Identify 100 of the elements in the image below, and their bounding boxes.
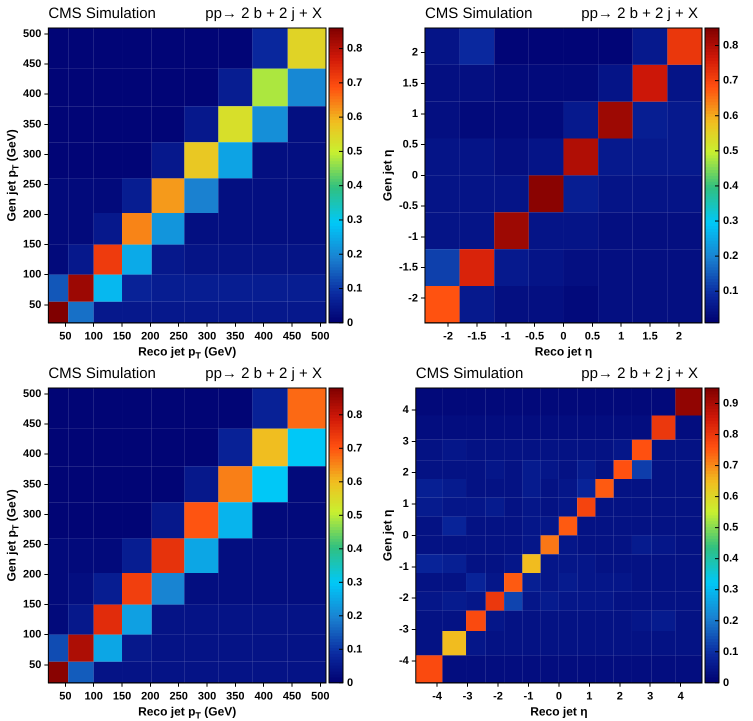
color-bar-label: 0.3 — [347, 576, 362, 588]
color-bar-label: 0.2 — [347, 610, 362, 622]
x-tick-label: -4 — [432, 690, 443, 702]
color-bar-label: 0.5 — [723, 522, 738, 534]
y-tick-label: 300 — [22, 148, 42, 160]
y-tick-label: -1 — [408, 230, 418, 243]
x-tick-label: 100 — [84, 690, 103, 702]
color-bar-label: 0.4 — [723, 552, 740, 565]
y-tick-label: -1.5 — [398, 262, 418, 274]
y-tick-label: 350 — [22, 478, 42, 490]
y-tick-label: -0.5 — [398, 200, 418, 212]
y-tick-label: 2 — [402, 466, 409, 479]
y-tick-label: 250 — [22, 178, 42, 190]
color-bar-label: 0.4 — [723, 180, 740, 192]
chart-subtitle: pp→ 2 b + 2 j + X — [205, 5, 322, 22]
y-tick-label: 0.5 — [402, 138, 418, 151]
color-bar-label: 0.7 — [347, 76, 362, 89]
x-tick-label: -1.5 — [467, 330, 486, 342]
x-tick-label: 300 — [198, 690, 216, 702]
color-bar-label: 0.1 — [347, 643, 362, 656]
x-tick-label: 450 — [282, 330, 302, 342]
y-tick-label: 150 — [22, 238, 42, 251]
color-bar-label: 0.2 — [723, 250, 738, 262]
x-tick-label: 2 — [616, 690, 623, 702]
color-bar-label: 0.3 — [347, 214, 362, 226]
chart-title: CMS Simulation — [424, 5, 532, 22]
chart-subtitle: pp→ 2 b + 2 j + X — [581, 365, 698, 382]
color-bar-label: 0.6 — [723, 110, 738, 122]
y-tick-label: 400 — [22, 88, 42, 100]
x-tick-label: 0 — [560, 330, 567, 342]
y-tick-label: 200 — [22, 208, 42, 221]
y-tick-label: 250 — [22, 538, 42, 550]
color-bar-label: 0.5 — [347, 509, 362, 522]
color-bar-label: 0.8 — [347, 42, 362, 55]
chart-title: CMS Simulation — [416, 365, 524, 382]
y-tick-label: -2 — [399, 592, 409, 604]
y-tick-label: -1 — [399, 560, 409, 573]
x-tick-label: 1 — [586, 690, 592, 702]
x-tick-label: 500 — [311, 330, 330, 342]
y-tick-label: 500 — [22, 28, 42, 40]
color-bar-label: 0.2 — [347, 248, 362, 260]
x-tick-label: 350 — [226, 330, 245, 342]
y-tick-label: 150 — [22, 598, 42, 611]
x-tick-label: 400 — [254, 330, 273, 342]
x-tick-label: 450 — [282, 690, 302, 702]
color-bar-label: 0.2 — [723, 614, 738, 627]
x-tick-label: 50 — [59, 330, 72, 342]
x-tick-label: -1 — [500, 330, 511, 342]
x-tick-label: 50 — [59, 690, 72, 702]
x-tick-label: -2 — [493, 690, 503, 702]
y-tick-label: 3 — [402, 435, 409, 448]
x-tick-label: 2 — [676, 330, 682, 342]
y-tick-label: 500 — [22, 388, 42, 400]
x-axis-title: Reco jet η — [530, 704, 588, 718]
y-tick-label: -4 — [399, 654, 410, 667]
x-tick-label: 350 — [226, 690, 245, 702]
y-tick-label: 1 — [412, 108, 418, 120]
color-bar-label: 0 — [347, 676, 354, 689]
color-bar-label: 0.1 — [723, 646, 738, 658]
chart-subtitle: pp→ 2 b + 2 j + X — [581, 5, 698, 22]
y-tick-label: 2 — [412, 46, 418, 59]
color-bar-label: 0.7 — [723, 460, 738, 472]
y-tick-label: 50 — [29, 658, 42, 671]
color-bar-label: 0.7 — [347, 442, 362, 454]
y-tick-label: 400 — [22, 448, 42, 460]
color-bar-label: 0.7 — [723, 74, 738, 87]
y-tick-label: -2 — [408, 292, 418, 304]
x-tick-label: -2 — [443, 330, 453, 342]
y-axis-title: Gen jet η — [380, 150, 394, 202]
color-bar-label: 0.6 — [347, 111, 362, 124]
x-tick-label: 150 — [112, 690, 132, 702]
chart-subtitle: pp→ 2 b + 2 j + X — [205, 365, 322, 382]
y-axis-title: Gen jet η — [380, 510, 394, 562]
chart-title: CMS Simulation — [48, 5, 156, 22]
y-tick-label: 4 — [402, 404, 410, 416]
x-tick-label: 300 — [198, 330, 216, 342]
x-tick-label: 0 — [556, 690, 562, 702]
color-bar-label: 0.8 — [723, 428, 738, 441]
x-tick-label: 500 — [311, 690, 330, 702]
x-tick-label: 200 — [141, 690, 160, 702]
x-tick-label: 250 — [169, 690, 188, 702]
x-tick-label: 100 — [84, 330, 103, 342]
color-bar-label: 0.1 — [723, 285, 738, 298]
color-bar-label: 0.6 — [347, 476, 362, 488]
y-tick-label: 0 — [402, 529, 409, 542]
color-bar-label: 0.1 — [347, 282, 362, 295]
chart-title: CMS Simulation — [48, 365, 156, 382]
x-tick-label: -1 — [524, 690, 534, 702]
y-tick-label: 200 — [22, 568, 42, 581]
y-tick-label: 1 — [402, 498, 409, 510]
color-bar-label: 0.8 — [347, 408, 362, 421]
color-bar-label: 0 — [723, 676, 730, 689]
y-tick-label: 450 — [22, 418, 42, 430]
x-axis-title: Reco jet η — [534, 344, 592, 358]
color-bar-label: 0.8 — [723, 40, 738, 52]
y-tick-label: 50 — [29, 298, 42, 311]
x-tick-label: 4 — [678, 690, 685, 702]
y-tick-label: 1.5 — [402, 77, 418, 90]
color-bar-label: 0.4 — [347, 542, 364, 555]
color-bar-label: 0.5 — [723, 144, 738, 157]
